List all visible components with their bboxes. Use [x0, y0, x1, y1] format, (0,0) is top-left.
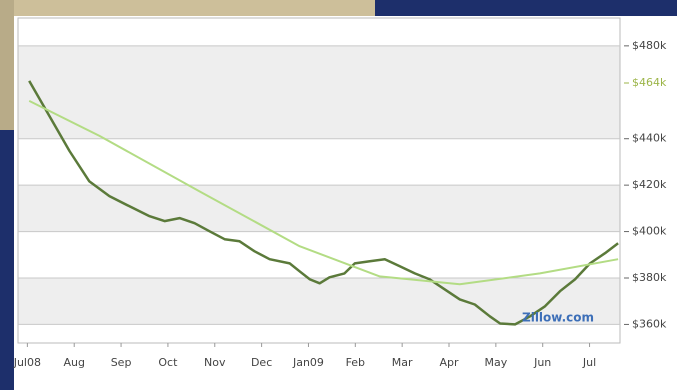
grid-band [18, 45, 620, 139]
x-tick-label: Jun [533, 356, 551, 369]
x-tick-label: Jul08 [13, 356, 41, 369]
series-line [28, 100, 619, 286]
y-tick-label: $400k [632, 225, 667, 238]
newspaper-image [0, 0, 14, 130]
x-tick-label: May [484, 356, 507, 369]
y-tick-label: $360k [632, 317, 667, 330]
x-tick-label: Nov [204, 356, 226, 369]
x-tick-label: Dec [251, 356, 272, 369]
marker-label: $464k [632, 76, 667, 89]
grid-band [18, 278, 620, 325]
x-tick-label: Oct [158, 356, 178, 369]
x-tick-label: Aug [63, 356, 84, 369]
newspaper-image [0, 0, 375, 16]
x-tick-label: Sep [111, 356, 132, 369]
x-tick-label: Apr [439, 356, 459, 369]
x-tick-label: Feb [346, 356, 365, 369]
x-tick-label: Jan09 [292, 356, 324, 369]
source-logo: Zillow.com [522, 311, 594, 325]
plot-frame [17, 17, 621, 344]
x-tick-label: Jul [582, 356, 596, 369]
x-tick-label: Mar [392, 356, 413, 369]
grid-band [18, 185, 620, 232]
series-line [28, 80, 619, 326]
y-tick-label: $480k [632, 39, 667, 52]
y-tick-label: $440k [632, 132, 667, 145]
y-tick-label: $420k [632, 178, 667, 191]
y-tick-label: $380k [632, 271, 667, 284]
